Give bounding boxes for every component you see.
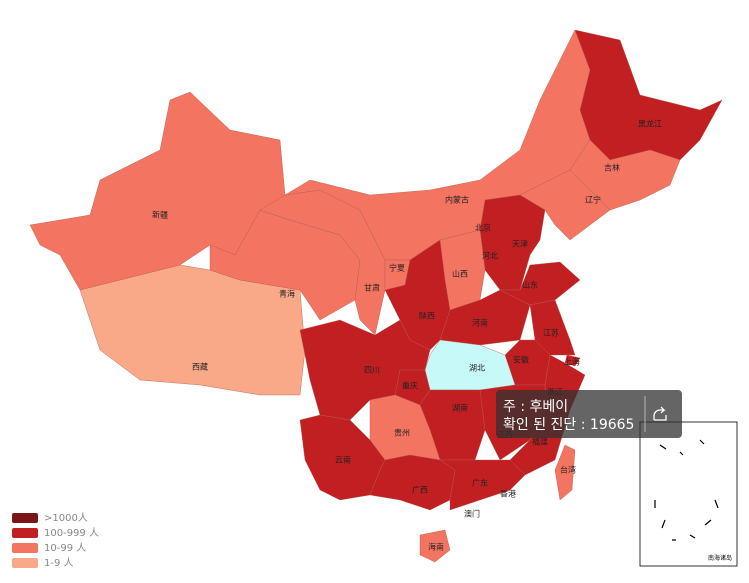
province[interactable] (369, 454, 456, 511)
province-label: 上海 (564, 357, 580, 367)
legend-label[interactable]: 1-9 人 (44, 557, 74, 569)
province-label: 广西 (412, 485, 428, 495)
share-icon[interactable] (653, 406, 667, 421)
province-label: 广东 (472, 478, 488, 488)
legend-swatch[interactable] (12, 528, 38, 538)
province-label: 湖北 (469, 364, 485, 373)
legend-swatch[interactable] (12, 513, 38, 523)
province-label: 香港 (500, 489, 516, 499)
province-label: 内蒙古 (445, 195, 469, 205)
province-label: 福建 (532, 437, 548, 447)
inset: 南海诸岛 (639, 421, 738, 567)
legend-label[interactable]: 10-99 人 (44, 542, 86, 554)
province[interactable] (419, 529, 451, 563)
province-label: 四川 (364, 366, 380, 375)
province-label: 新疆 (152, 210, 168, 220)
legend-label[interactable]: >1000人 (44, 512, 88, 524)
province-label: 台湾 (560, 465, 576, 475)
province-label: 北京 (475, 223, 491, 233)
tooltip-title: 주 : 후베이 (503, 399, 568, 415)
province-label: 吉林 (604, 163, 620, 173)
province[interactable] (554, 444, 576, 501)
province-label: 甘肃 (364, 283, 380, 293)
province-label: 贵州 (394, 428, 410, 438)
province-label: 黑龙江 (638, 119, 662, 129)
tooltip-value: 확인 된 진단 : 19665 (503, 417, 634, 433)
tooltip: 주 : 후베이 확인 된 진단 : 19665 (496, 390, 682, 438)
province-label: 河南 (472, 318, 488, 328)
province[interactable] (564, 354, 581, 367)
province-label: 海南 (428, 542, 444, 552)
province[interactable] (574, 29, 723, 161)
province[interactable] (569, 139, 681, 211)
province-label: 山西 (452, 269, 468, 279)
province-label: 陕西 (419, 311, 435, 321)
province-label: 宁夏 (389, 263, 405, 273)
province-label: 山东 (522, 280, 538, 290)
province-label: 辽宁 (585, 195, 601, 205)
province[interactable] (439, 459, 526, 511)
province-label: 河北 (482, 251, 498, 261)
province-label: 重庆 (402, 381, 418, 391)
inset-label: 南海诸岛 (708, 554, 732, 562)
province-label: 澳门 (464, 509, 480, 519)
province-label: 湖南 (452, 403, 468, 413)
province-label: 西藏 (192, 362, 208, 372)
province-label: 安徽 (513, 355, 529, 365)
province-label: 云南 (335, 455, 351, 465)
legend-swatch[interactable] (12, 543, 38, 553)
province-label: 天津 (512, 239, 528, 249)
province-label: 江苏 (543, 328, 559, 338)
legend-swatch[interactable] (12, 558, 38, 568)
legend-label[interactable]: 100-999 人 (44, 527, 99, 539)
province-label: 青海 (279, 289, 295, 299)
